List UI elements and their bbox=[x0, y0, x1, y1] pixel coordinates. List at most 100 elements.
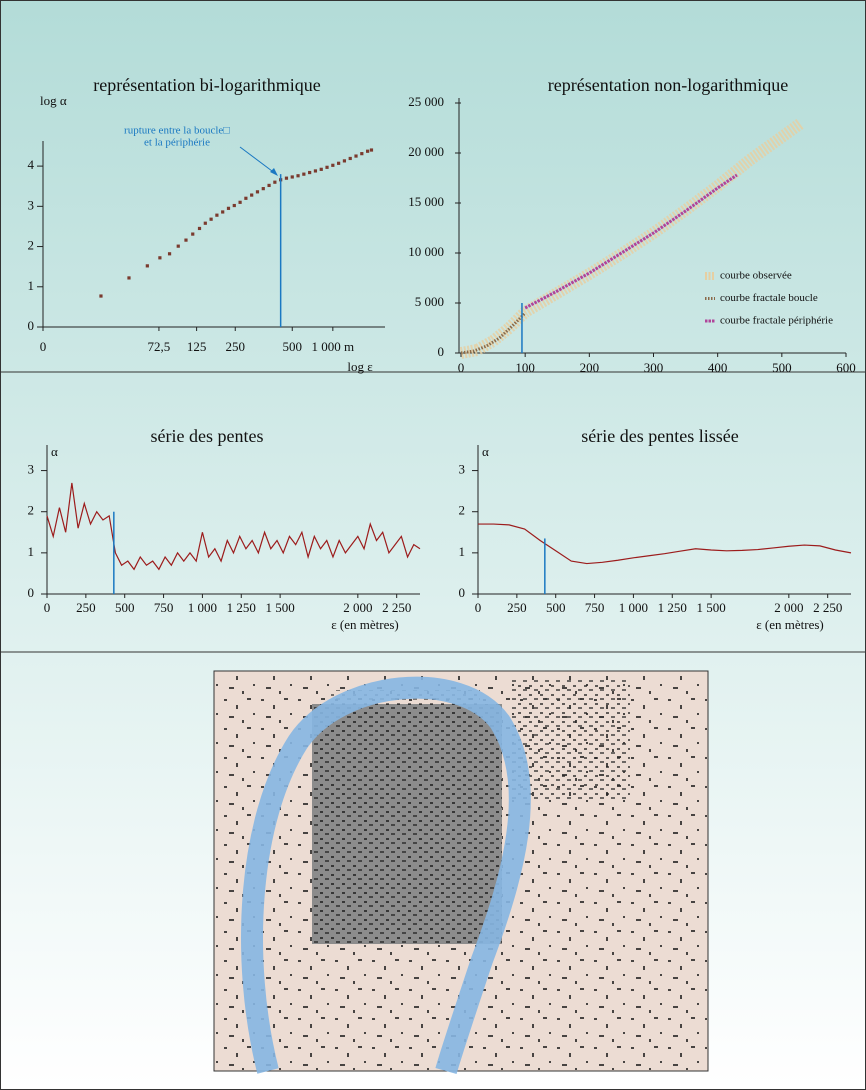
x-tick-label: 250 bbox=[507, 600, 527, 615]
x-axis-label: ε (en mètres) bbox=[331, 617, 399, 632]
map-center-texture bbox=[312, 704, 502, 944]
y-tick-label: 2 bbox=[459, 503, 466, 518]
legend-label: courbe observée bbox=[720, 270, 792, 282]
x-tick-label: 1 250 bbox=[658, 600, 687, 615]
x-tick-label: 500 bbox=[115, 600, 135, 615]
point bbox=[210, 218, 213, 221]
point bbox=[168, 252, 171, 255]
point bbox=[238, 201, 241, 204]
point bbox=[354, 154, 357, 157]
x-axis-label: log ε bbox=[347, 359, 373, 374]
point bbox=[256, 190, 259, 193]
x-tick-label: 200 bbox=[580, 360, 600, 375]
point bbox=[233, 204, 236, 207]
x-tick-label: 0 bbox=[475, 600, 482, 615]
y-tick-label: 0 bbox=[28, 318, 35, 333]
annotation: rupture entre la boucle□ bbox=[124, 125, 230, 137]
x-tick-label: 600 bbox=[836, 360, 856, 375]
y-axis-label: α bbox=[482, 444, 489, 459]
y-tick-label: 20 000 bbox=[408, 144, 444, 159]
x-tick-label: 500 bbox=[546, 600, 566, 615]
x-tick-label: 1 500 bbox=[266, 600, 295, 615]
point bbox=[349, 157, 352, 160]
x-tick-label: 0 bbox=[458, 360, 465, 375]
y-tick-label: 1 bbox=[459, 544, 466, 559]
y-axis-label: α bbox=[51, 444, 58, 459]
point bbox=[146, 264, 149, 267]
annotation: et la périphérie bbox=[144, 137, 210, 149]
chart-title: série des pentes lissée bbox=[581, 426, 738, 446]
y-tick-label: 1 bbox=[28, 544, 35, 559]
point bbox=[273, 181, 276, 184]
y-tick-label: 2 bbox=[28, 238, 35, 253]
legend-label: courbe fractale périphérie bbox=[720, 315, 833, 327]
x-tick-label: 1 500 bbox=[697, 600, 726, 615]
x-tick-label: 125 bbox=[187, 339, 207, 354]
x-tick-label: 250 bbox=[76, 600, 96, 615]
y-tick-label: 0 bbox=[438, 344, 445, 359]
point bbox=[227, 207, 230, 210]
y-tick-label: 3 bbox=[28, 197, 35, 212]
point bbox=[366, 150, 369, 153]
city-map bbox=[214, 671, 708, 1071]
point bbox=[291, 175, 294, 178]
legend-label: courbe fractale boucle bbox=[720, 292, 818, 304]
x-tick-label: 750 bbox=[154, 600, 174, 615]
y-tick-label: 3 bbox=[459, 462, 466, 477]
y-axis-label: log α bbox=[40, 93, 67, 108]
point bbox=[267, 184, 270, 187]
x-tick-label: 500 bbox=[772, 360, 792, 375]
x-tick-label: 1 000 m bbox=[312, 339, 355, 354]
x-tick-label: 0 bbox=[44, 600, 51, 615]
x-tick-label: 1 000 bbox=[619, 600, 648, 615]
figure: représentation bi-logarithmique log α log … bbox=[0, 0, 866, 1090]
x-tick-label: 500 bbox=[283, 339, 303, 354]
point bbox=[177, 245, 180, 248]
y-tick-label: 4 bbox=[28, 157, 35, 172]
y-tick-label: 1 bbox=[28, 278, 35, 293]
x-tick-label: 100 bbox=[515, 360, 535, 375]
x-tick-label: 1 250 bbox=[227, 600, 256, 615]
y-tick-label: 0 bbox=[28, 585, 35, 600]
x-tick-label: 750 bbox=[585, 600, 605, 615]
point bbox=[314, 169, 317, 172]
point bbox=[308, 171, 311, 174]
x-tick-label: 2 000 bbox=[774, 600, 803, 615]
y-tick-label: 15 000 bbox=[408, 194, 444, 209]
chart-title: représentation bi-logarithmique bbox=[93, 75, 320, 95]
y-tick-label: 10 000 bbox=[408, 244, 444, 259]
x-axis-label: ε (en mètres) bbox=[756, 617, 824, 632]
x-tick-label: 72,5 bbox=[148, 339, 171, 354]
x-tick-label: 2 000 bbox=[343, 600, 372, 615]
point bbox=[360, 152, 363, 155]
point bbox=[325, 166, 328, 169]
point bbox=[198, 227, 201, 230]
y-tick-label: 2 bbox=[28, 503, 35, 518]
point bbox=[302, 173, 305, 176]
x-tick-label: 2 250 bbox=[813, 600, 842, 615]
x-tick-label: 2 250 bbox=[382, 600, 411, 615]
point bbox=[296, 174, 299, 177]
point bbox=[244, 197, 247, 200]
y-tick-label: 25 000 bbox=[408, 94, 444, 109]
point bbox=[343, 159, 346, 162]
point bbox=[158, 256, 161, 259]
point bbox=[262, 187, 265, 190]
chart-title: série des pentes bbox=[151, 426, 264, 446]
point bbox=[250, 193, 253, 196]
x-tick-label: 1 000 bbox=[188, 600, 217, 615]
y-tick-label: 0 bbox=[459, 585, 466, 600]
x-tick-label: 400 bbox=[708, 360, 728, 375]
y-tick-label: 3 bbox=[28, 462, 35, 477]
point bbox=[191, 232, 194, 235]
x-tick-label: 250 bbox=[226, 339, 246, 354]
point bbox=[184, 239, 187, 242]
y-tick-label: 5 000 bbox=[415, 294, 444, 309]
point bbox=[215, 214, 218, 217]
x-tick-label: 300 bbox=[644, 360, 664, 375]
point bbox=[285, 177, 288, 180]
point bbox=[99, 294, 102, 297]
point bbox=[127, 276, 130, 279]
point bbox=[331, 164, 334, 167]
point bbox=[320, 168, 323, 171]
